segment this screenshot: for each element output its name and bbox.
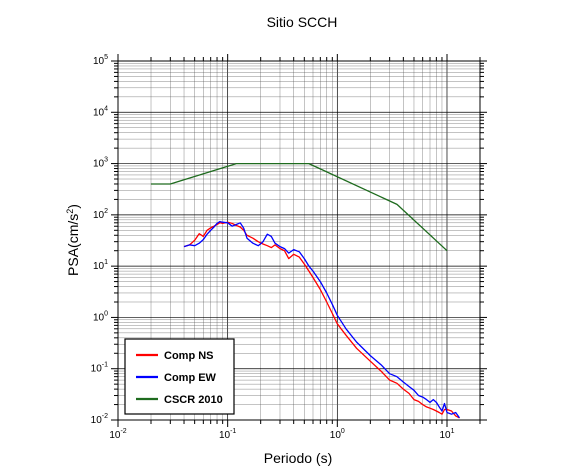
y-tick-label: 100	[93, 310, 108, 323]
y-axis-label-exp: 2	[65, 209, 75, 214]
plot-frame	[117, 60, 481, 421]
y-axis-label-suffix: )	[65, 204, 81, 209]
y-axis-label: PSA(cm/s2)	[65, 204, 81, 276]
legend-label: Comp NS	[164, 350, 214, 362]
chart-title: Sitio SCCH	[267, 14, 338, 30]
ticks-layer	[111, 54, 487, 427]
y-tick-label: 104	[93, 105, 108, 118]
x-tick-label: 10-2	[109, 428, 126, 441]
x-tick-label: 10-1	[219, 428, 236, 441]
legend-entries: Comp NS Comp EW CSCR 2010	[136, 350, 223, 406]
series-layer	[151, 162, 461, 419]
x-tick-label: 100	[330, 428, 345, 441]
y-tick-label: 103	[93, 157, 108, 170]
legend-label: CSCR 2010	[164, 394, 223, 406]
y-tick-label: 101	[93, 259, 108, 272]
y-tick-label: 105	[93, 54, 108, 67]
series-line-cscr-2010	[151, 162, 448, 252]
legend-label: Comp EW	[164, 372, 217, 384]
y-tick-label: 102	[93, 208, 108, 221]
y-axis-label-base: PSA(cm/s	[65, 214, 81, 276]
x-axis-label: Periodo (s)	[264, 450, 332, 466]
x-tick-label: 101	[439, 428, 454, 441]
series-line-comp-ew	[183, 220, 461, 419]
y-tick-labels: 10-2 10-1 100 101 102 103 104 105	[91, 54, 108, 426]
series-line-comp-ns	[183, 221, 460, 419]
y-tick-label: 10-1	[91, 362, 108, 375]
x-tick-labels: 10-2 10-1 100 101	[109, 428, 454, 441]
y-tick-label: 10-2	[91, 413, 108, 426]
legend: Comp NS Comp EW CSCR 2010	[124, 338, 235, 415]
